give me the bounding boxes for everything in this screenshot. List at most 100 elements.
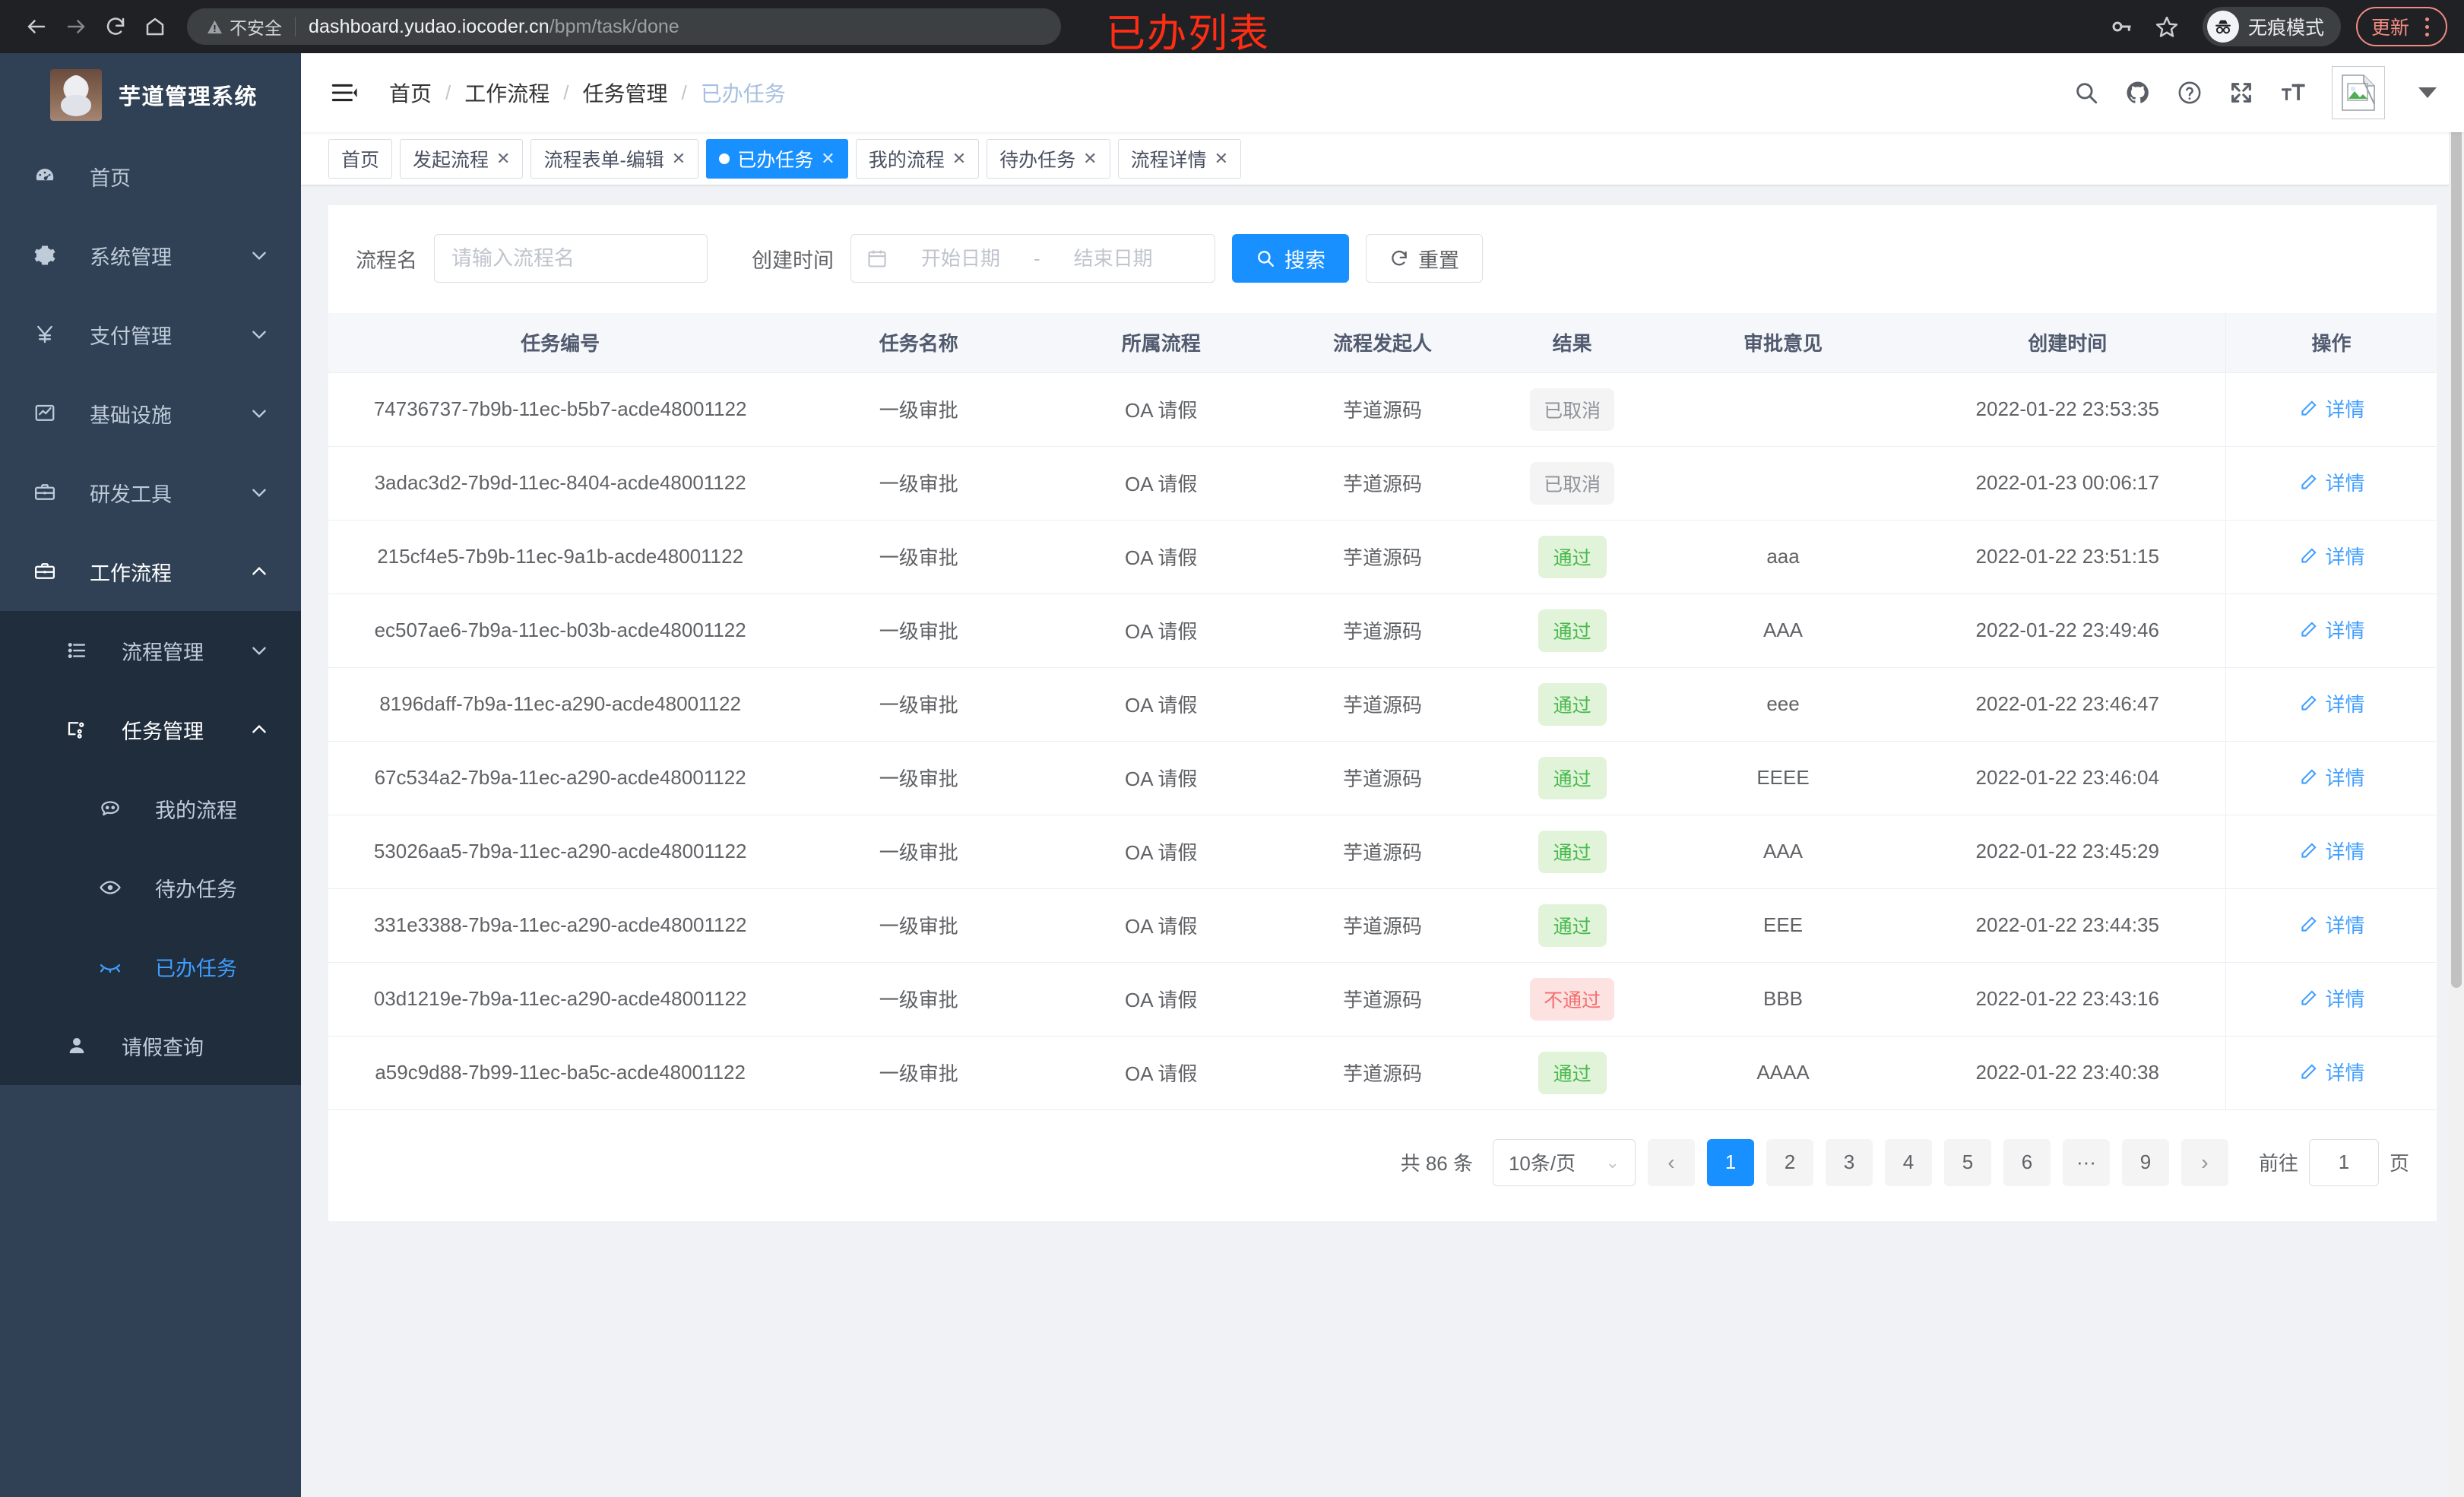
- chevron-down-icon[interactable]: [249, 324, 269, 344]
- sidebar-item-leave-query[interactable]: 请假查询: [0, 1006, 301, 1085]
- table-row[interactable]: 215cf4e5-7b9b-11ec-9a1b-acde48001122 一级审…: [328, 520, 2437, 594]
- sidebar-item-workflow[interactable]: 工作流程: [0, 532, 301, 611]
- tag-my-process[interactable]: 我的流程 ✕: [855, 138, 980, 179]
- sidebar-item-payment[interactable]: 支付管理: [0, 295, 301, 374]
- tag-close-icon[interactable]: ✕: [821, 148, 835, 168]
- brand[interactable]: 芋道管理系统: [0, 53, 301, 137]
- tag-close-icon[interactable]: ✕: [496, 148, 511, 168]
- sidebar-item-process-management[interactable]: 流程管理: [0, 611, 301, 690]
- sidebar-item-task-management[interactable]: 任务管理: [0, 690, 301, 769]
- chevron-down-icon[interactable]: [249, 404, 269, 423]
- tag-close-icon[interactable]: ✕: [1083, 148, 1097, 168]
- process-name-input[interactable]: [451, 246, 690, 271]
- pagination-page-3[interactable]: 3: [1825, 1138, 1873, 1186]
- detail-link[interactable]: 详情: [2298, 837, 2365, 865]
- pagination-page-2[interactable]: 2: [1766, 1138, 1813, 1186]
- tag-process-detail[interactable]: 流程详情 ✕: [1117, 138, 1242, 179]
- password-key-icon[interactable]: [2101, 6, 2142, 47]
- detail-link-label: 详情: [2325, 840, 2365, 864]
- table-row[interactable]: 74736737-7b9b-11ec-b5b7-acde48001122 一级审…: [328, 372, 2437, 447]
- table-row[interactable]: 8196daff-7b9a-11ec-a290-acde48001122 一级审…: [328, 667, 2437, 742]
- table-row[interactable]: a59c9d88-7b99-11ec-ba5c-acde48001122 一级审…: [328, 1036, 2437, 1110]
- detail-link[interactable]: 详情: [2298, 616, 2365, 644]
- sidebar-item-done-task[interactable]: 已办任务: [0, 927, 301, 1006]
- detail-link[interactable]: 详情: [2298, 1058, 2365, 1086]
- detail-link[interactable]: 详情: [2298, 542, 2365, 570]
- pagination-next[interactable]: ›: [2181, 1138, 2228, 1186]
- cell-result: 已取消: [1487, 446, 1657, 521]
- hamburger-icon[interactable]: [328, 76, 362, 109]
- tag-process-form-edit[interactable]: 流程表单-编辑 ✕: [530, 138, 699, 179]
- sidebar-item-devtools[interactable]: 研发工具: [0, 453, 301, 532]
- breadcrumb-item-0[interactable]: 首页: [389, 82, 432, 106]
- sidebar-item-my-process[interactable]: 我的流程: [0, 769, 301, 848]
- chevron-up-icon[interactable]: [249, 562, 269, 581]
- address-bar[interactable]: 不安全 dashboard.yudao.iocoder.cn /bpm/task…: [187, 8, 1061, 45]
- fullscreen-icon[interactable]: [2228, 80, 2254, 106]
- pagination-ellipsis[interactable]: ···: [2062, 1138, 2110, 1186]
- date-start-input[interactable]: [900, 246, 1021, 271]
- sidebar-item-system[interactable]: 系统管理: [0, 216, 301, 295]
- not-secure-indicator[interactable]: 不安全: [207, 14, 282, 40]
- tag-done-task[interactable]: 已办任务 ✕: [706, 138, 848, 179]
- avatar[interactable]: [2332, 66, 2385, 119]
- reset-button[interactable]: 重置: [1366, 234, 1483, 283]
- detail-link[interactable]: 详情: [2298, 468, 2365, 496]
- font-size-icon[interactable]: [2280, 80, 2306, 106]
- cell-process: OA 请假: [1045, 667, 1278, 742]
- back-arrow-icon[interactable]: [17, 7, 56, 46]
- sidebar-item-todo-task[interactable]: 待办任务: [0, 848, 301, 927]
- tag-todo-task[interactable]: 待办任务 ✕: [987, 138, 1110, 179]
- cell-opinion: AAAA: [1656, 1036, 1910, 1110]
- chevron-up-icon[interactable]: [249, 720, 269, 739]
- scrollbar-thumb[interactable]: [2451, 53, 2462, 988]
- pagination-page-6[interactable]: 6: [2003, 1138, 2051, 1186]
- table-row[interactable]: ec507ae6-7b9a-11ec-b03b-acde48001122 一级审…: [328, 593, 2437, 668]
- chevron-down-icon[interactable]: [249, 245, 269, 265]
- pagination-page-4[interactable]: 4: [1884, 1138, 1932, 1186]
- jump-page-input[interactable]: [2308, 1138, 2379, 1186]
- search-button[interactable]: 搜索: [1232, 234, 1349, 283]
- github-icon[interactable]: [2125, 80, 2151, 106]
- pagination-page-5[interactable]: 5: [1943, 1138, 1991, 1186]
- incognito-indicator[interactable]: 无痕模式: [2202, 7, 2341, 46]
- tag-home[interactable]: 首页: [328, 138, 393, 179]
- chevron-down-icon[interactable]: [2418, 87, 2437, 98]
- home-icon[interactable]: [135, 7, 175, 46]
- pagination-page-9[interactable]: 9: [2121, 1138, 2169, 1186]
- date-range-picker[interactable]: -: [850, 234, 1215, 283]
- pagination-prev[interactable]: ‹: [1647, 1138, 1695, 1186]
- reload-icon[interactable]: [96, 7, 135, 46]
- chevron-down-icon[interactable]: [249, 483, 269, 502]
- table-row[interactable]: 67c534a2-7b9a-11ec-a290-acde48001122 一级审…: [328, 741, 2437, 815]
- bookmark-star-icon[interactable]: [2146, 6, 2187, 47]
- table-row[interactable]: 3adac3d2-7b9d-11ec-8404-acde48001122 一级审…: [328, 446, 2437, 521]
- sidebar-item-infrastructure[interactable]: 基础设施: [0, 374, 301, 453]
- chevron-down-icon[interactable]: [249, 641, 269, 660]
- detail-link[interactable]: 详情: [2298, 910, 2365, 938]
- table-row[interactable]: 53026aa5-7b9a-11ec-a290-acde48001122 一级审…: [328, 815, 2437, 889]
- update-button[interactable]: 更新: [2355, 7, 2447, 46]
- pagination-page-1[interactable]: 1: [1706, 1138, 1754, 1186]
- breadcrumb-item-2[interactable]: 任务管理: [582, 82, 668, 106]
- tag-close-icon[interactable]: ✕: [1214, 148, 1229, 168]
- table-row[interactable]: 03d1219e-7b9a-11ec-a290-acde48001122 一级审…: [328, 962, 2437, 1037]
- table-row[interactable]: 331e3388-7b9a-11ec-a290-acde48001122 一级审…: [328, 888, 2437, 963]
- sidebar-item-home[interactable]: 首页: [0, 137, 301, 216]
- tag-start-process[interactable]: 发起流程 ✕: [400, 138, 524, 179]
- page-scrollbar[interactable]: [2449, 53, 2464, 1497]
- date-end-input[interactable]: [1052, 246, 1174, 271]
- detail-link[interactable]: 详情: [2298, 984, 2365, 1012]
- tag-close-icon[interactable]: ✕: [952, 148, 967, 168]
- detail-link[interactable]: 详情: [2298, 763, 2365, 791]
- detail-link[interactable]: 详情: [2298, 394, 2365, 423]
- help-icon[interactable]: [2177, 80, 2203, 106]
- tag-close-icon[interactable]: ✕: [671, 148, 686, 168]
- forward-arrow-icon[interactable]: [56, 7, 96, 46]
- page-size-select[interactable]: 10条/页 ⌄: [1492, 1138, 1636, 1186]
- process-name-input-wrap[interactable]: [434, 234, 708, 283]
- detail-link[interactable]: 详情: [2298, 689, 2365, 717]
- breadcrumb-item-1[interactable]: 工作流程: [464, 82, 550, 106]
- search-icon[interactable]: [2073, 80, 2099, 106]
- chrome-menu-icon[interactable]: [2414, 9, 2440, 44]
